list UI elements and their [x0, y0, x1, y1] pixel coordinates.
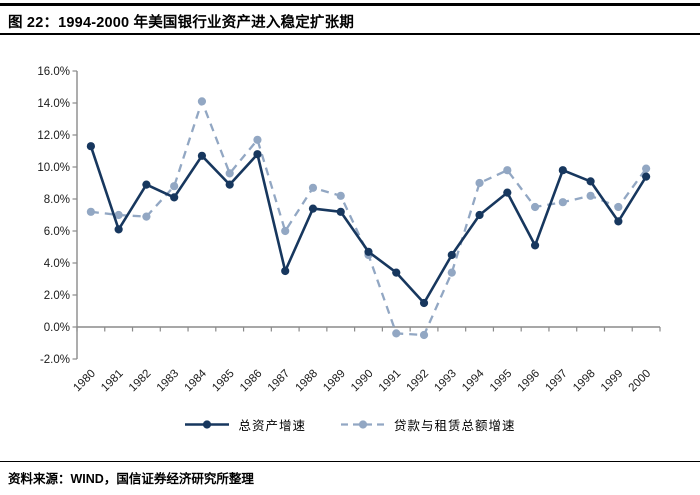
x-axis-label: 1999	[599, 368, 626, 395]
data-point	[614, 202, 623, 212]
data-point	[142, 180, 151, 189]
data-point	[503, 188, 512, 197]
legend-marker-solid-line	[185, 420, 230, 429]
data-point	[114, 225, 123, 234]
data-point	[114, 210, 123, 220]
x-axis-label: 1991	[377, 368, 404, 395]
data-point	[642, 172, 651, 181]
top-divider	[0, 3, 700, 6]
y-axis-label: 12.0%	[37, 130, 70, 142]
x-axis-label: 1984	[182, 367, 209, 394]
data-point	[225, 169, 234, 178]
data-point	[530, 202, 540, 212]
x-axis-label: 1981	[99, 368, 126, 395]
x-axis-label: 1998	[571, 368, 598, 395]
data-point	[447, 268, 456, 277]
data-point	[558, 198, 567, 207]
legend-label: 贷款与租赁总额增速	[394, 419, 516, 433]
data-point	[308, 183, 318, 192]
x-axis-label: 2000	[627, 368, 654, 395]
figure-title: 图 22：1994-2000 年美国银行业资产进入稳定扩张期	[8, 15, 355, 31]
x-axis-label: 1980	[71, 368, 98, 395]
source-note: 资料来源：WIND，国信证券经济研究所整理	[8, 472, 254, 486]
data-point	[281, 226, 290, 236]
y-axis-label: -2.0%	[40, 354, 70, 366]
x-axis-label: 1989	[321, 368, 348, 395]
data-point	[586, 177, 595, 186]
data-point	[253, 150, 262, 159]
y-axis-label: 14.0%	[37, 98, 70, 110]
y-axis-label: 8.0%	[44, 194, 70, 206]
data-point	[503, 166, 512, 175]
data-point	[364, 247, 373, 256]
data-point	[475, 178, 484, 188]
data-point	[308, 204, 318, 213]
data-point	[336, 191, 345, 200]
data-point	[253, 135, 262, 144]
chart-legend: 总资产增速 贷款与租赁总额增速	[0, 415, 700, 434]
y-axis-label: 16.0%	[37, 66, 70, 78]
data-point	[392, 329, 401, 338]
x-axis-label: 1990	[349, 368, 376, 395]
legend-marker-dashed-line	[341, 420, 385, 429]
data-point	[197, 97, 207, 106]
y-axis-label: 0.0%	[44, 322, 70, 334]
footer-divider	[0, 461, 700, 462]
legend-label: 总资产增速	[238, 419, 306, 433]
y-axis-label: 2.0%	[44, 290, 70, 302]
data-point	[642, 164, 651, 173]
legend-item: 贷款与租赁总额增速	[340, 415, 516, 434]
data-point	[281, 266, 290, 276]
x-axis-label: 1992	[405, 368, 432, 395]
data-point	[419, 298, 429, 308]
y-axis-label: 4.0%	[44, 258, 70, 270]
y-axis-label: 6.0%	[44, 226, 70, 238]
x-axis-label: 1985	[210, 368, 237, 395]
data-point	[142, 212, 151, 221]
data-point	[530, 241, 540, 250]
data-point	[614, 217, 623, 226]
data-point	[475, 210, 484, 220]
data-point	[392, 268, 401, 277]
x-axis-label: 1994	[460, 367, 487, 394]
data-point	[86, 142, 95, 151]
legend-item: 总资产增速	[184, 415, 306, 434]
series-line-dashed	[90, 100, 648, 337]
data-point	[197, 151, 207, 160]
x-axis-label: 1986	[238, 368, 265, 395]
x-axis-label: 1983	[155, 368, 182, 395]
data-point	[419, 330, 429, 340]
x-axis-label: 1996	[516, 368, 543, 395]
data-point	[170, 193, 179, 202]
data-point	[586, 191, 595, 200]
data-point	[170, 182, 179, 191]
line-chart-plot: 16.0% 14.0% 12.0% 10.0% 8.0% 6.0% 4.0% 2.0% 0.0%…	[37, 66, 661, 395]
data-point	[336, 207, 345, 216]
title-divider	[0, 33, 700, 35]
data-point	[447, 250, 456, 260]
data-point	[225, 180, 234, 189]
x-axis-label: 1982	[127, 368, 154, 395]
x-axis-label: 1988	[294, 368, 321, 395]
y-axis-label: 10.0%	[37, 162, 70, 174]
x-axis-label: 1997	[543, 368, 570, 395]
data-point	[558, 166, 567, 175]
x-axis-label: 1993	[432, 368, 459, 395]
data-point	[86, 207, 95, 216]
x-axis-label: 1995	[488, 368, 515, 395]
x-axis-label: 1987	[266, 368, 293, 395]
